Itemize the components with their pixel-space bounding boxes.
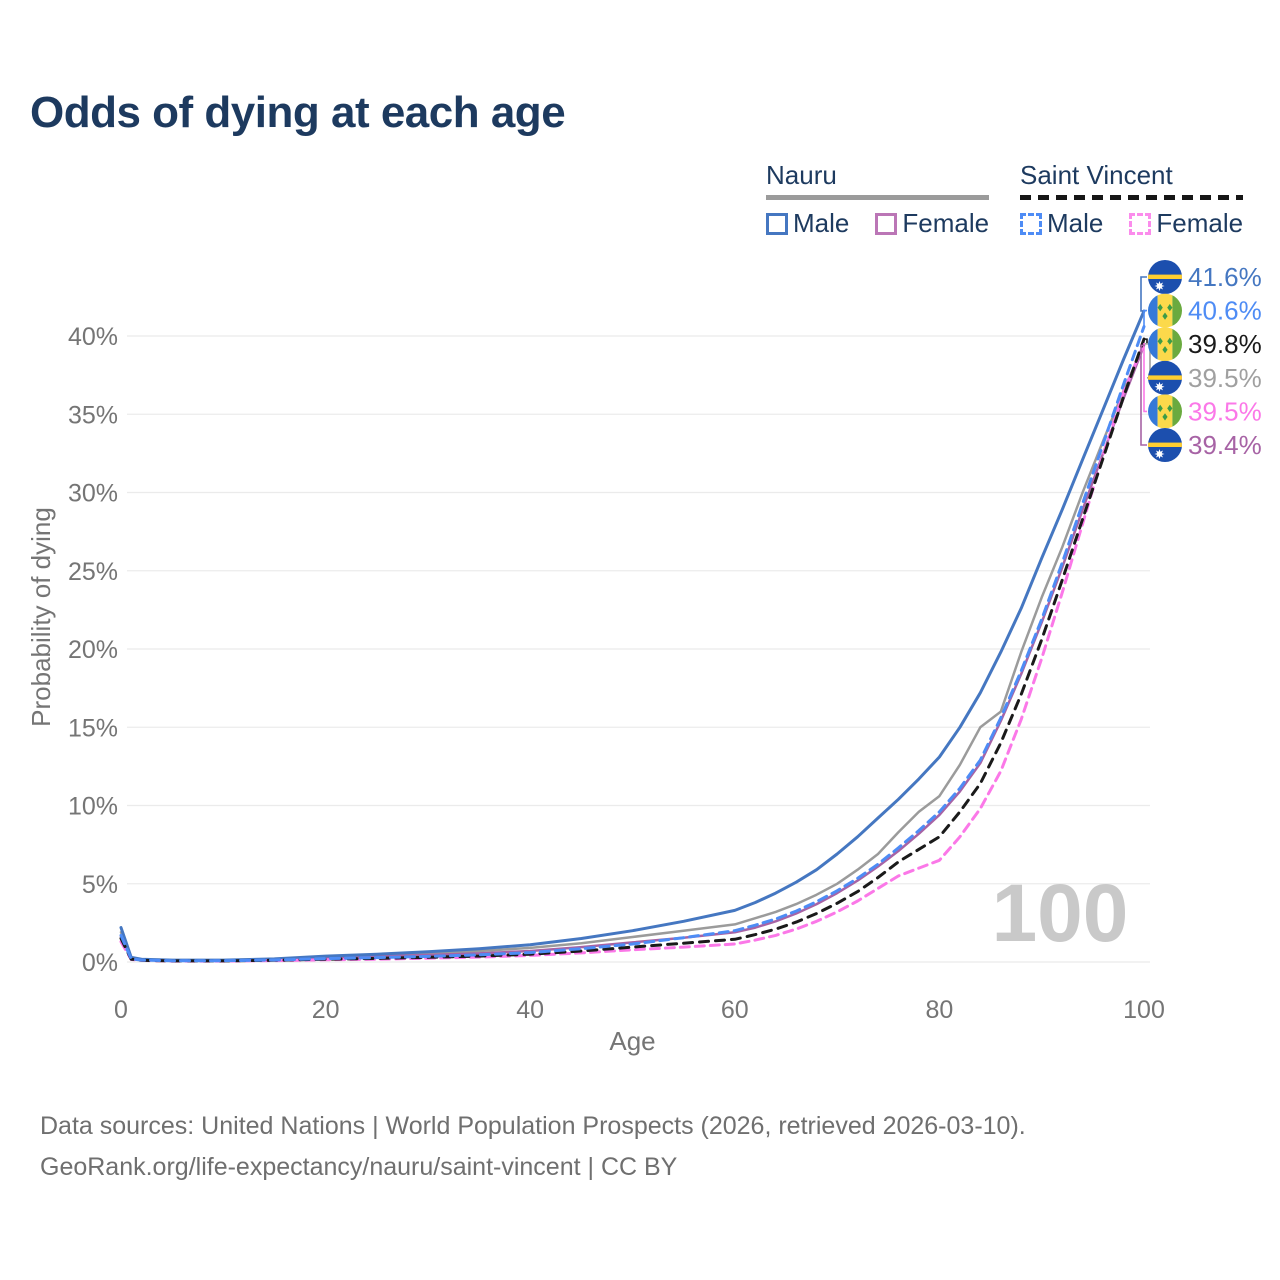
- legend-group-saint-vincent: Saint Vincent Male Female: [1020, 160, 1244, 239]
- end-label-connector: [1145, 338, 1148, 345]
- x-tick-label: 20: [312, 996, 340, 1024]
- footer-attribution: GeoRank.org/life-expectancy/nauru/saint-…: [40, 1153, 678, 1181]
- series-line-nauru-both-sexes[interactable]: [119, 342, 1146, 962]
- legend-country-saint-vincent: Saint Vincent: [1020, 160, 1173, 190]
- legend-item-label: Male: [1047, 208, 1104, 238]
- y-tick-label: 10%: [68, 793, 118, 821]
- y-tick-label: 15%: [68, 714, 118, 742]
- x-tick-label: 0: [114, 996, 128, 1024]
- footer-data-sources: Data sources: United Nations | World Pop…: [40, 1112, 1026, 1140]
- y-tick-label: 30%: [68, 480, 118, 508]
- x-tick-label: 40: [516, 996, 544, 1024]
- flag-icon-saint-vincent: [1148, 293, 1182, 328]
- end-label-connector: [1143, 309, 1147, 328]
- series-line-saint-vincent-male[interactable]: [119, 325, 1146, 963]
- y-axis-title: Probability of dying: [26, 507, 56, 727]
- page-title: Odds of dying at each age: [30, 88, 566, 137]
- y-tick-label: 20%: [68, 636, 118, 664]
- legend-swatch-nauru-female-icon: [875, 212, 898, 235]
- end-label-connector: [1140, 276, 1147, 312]
- x-tick-label: 80: [925, 996, 953, 1024]
- x-tick-label: 60: [721, 996, 749, 1024]
- end-label-value: 40.6%: [1188, 296, 1262, 326]
- series-line-saint-vincent-female[interactable]: [119, 342, 1146, 963]
- flag-icon-saint-vincent: [1148, 327, 1182, 362]
- age-watermark: 100: [992, 868, 1129, 959]
- series-line-nauru-male[interactable]: [119, 309, 1146, 962]
- legend-swatch-saint-vincent-male-icon: [1020, 212, 1042, 235]
- y-tick-label: 35%: [68, 401, 118, 429]
- y-tick-label: 0%: [82, 949, 118, 977]
- x-axis-title: Age: [609, 1026, 655, 1056]
- end-label-connector: [1140, 344, 1147, 446]
- flag-icon-saint-vincent: [1148, 394, 1182, 429]
- flag-icon-nauru: [1148, 260, 1182, 294]
- legend-country-nauru: Nauru: [766, 160, 837, 190]
- series-line-nauru-female[interactable]: [119, 344, 1146, 962]
- legend-item-nauru-male[interactable]: Male: [766, 208, 849, 239]
- y-tick-label: 25%: [68, 558, 118, 586]
- legend-item-label: Female: [1156, 208, 1244, 238]
- end-label-value: 39.5%: [1188, 396, 1262, 426]
- legend-item-label: Female: [902, 208, 990, 238]
- series-line-saint-vincent-both-sexes[interactable]: [119, 337, 1146, 963]
- end-label-value: 39.5%: [1188, 363, 1262, 393]
- legend-swatch-nauru-male-icon: [766, 212, 788, 235]
- legend-item-saint-vincent-female[interactable]: Female: [1129, 208, 1243, 239]
- legend-group-nauru: Nauru Male Female: [766, 160, 990, 239]
- legend-underline-nauru: [766, 195, 990, 200]
- end-label-value: 39.4%: [1188, 430, 1262, 460]
- legend-item-nauru-female[interactable]: Female: [875, 208, 989, 239]
- legend-item-label: Male: [793, 208, 850, 238]
- end-label-value: 39.8%: [1188, 329, 1262, 359]
- y-tick-label: 40%: [68, 323, 118, 351]
- legend-item-saint-vincent-male[interactable]: Male: [1020, 208, 1103, 239]
- x-tick-label: 100: [1123, 996, 1165, 1024]
- y-tick-label: 5%: [82, 871, 118, 899]
- flag-icon-nauru: [1148, 428, 1182, 462]
- end-label-value: 41.6%: [1188, 262, 1262, 292]
- legend-underline-saint-vincent: [1020, 195, 1244, 200]
- legend: Nauru Male Female Saint Vincent Male: [0, 160, 1280, 240]
- legend-swatch-saint-vincent-female-icon: [1129, 212, 1152, 235]
- flag-icon-nauru: [1148, 360, 1182, 395]
- end-label-connector: [1143, 343, 1147, 413]
- footer: Data sources: United Nations | World Pop…: [40, 1106, 1026, 1188]
